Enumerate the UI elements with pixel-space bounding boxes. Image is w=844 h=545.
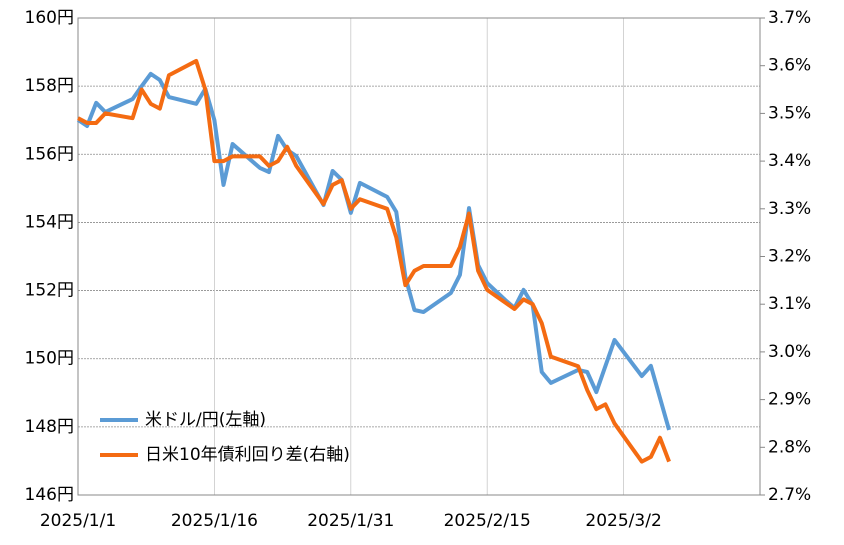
y2-tick-label: 3.1% bbox=[768, 294, 811, 314]
y2-tick-label: 3.4% bbox=[768, 151, 811, 171]
x-tick-label: 2025/2/15 bbox=[444, 511, 531, 531]
y2-tick-label: 3.3% bbox=[768, 199, 811, 219]
x-tick-label: 2025/1/16 bbox=[171, 511, 258, 531]
y2-tick-label: 2.8% bbox=[768, 437, 811, 457]
x-tick-label: 2025/1/1 bbox=[40, 511, 116, 531]
x-tick-label: 2025/1/31 bbox=[307, 511, 394, 531]
y2-tick-label: 3.0% bbox=[768, 342, 811, 362]
x-tick-label: 2025/3/2 bbox=[585, 511, 661, 531]
legend-label: 日米10年債利回り差(右軸) bbox=[145, 445, 350, 465]
y2-tick-label: 3.6% bbox=[768, 56, 811, 76]
y-tick-label: 146円 bbox=[25, 485, 74, 505]
y-tick-label: 158円 bbox=[25, 76, 74, 96]
series-line bbox=[77, 58, 671, 464]
y-tick-label: 160円 bbox=[25, 8, 74, 28]
y2-tick-label: 2.9% bbox=[768, 390, 811, 410]
legend-label: 米ドル/円(左軸) bbox=[145, 410, 266, 430]
y2-tick-label: 3.2% bbox=[768, 247, 811, 267]
plot-border bbox=[77, 17, 761, 496]
y-tick-label: 148円 bbox=[25, 417, 74, 437]
y2-tick-label: 3.5% bbox=[768, 103, 811, 123]
y-tick-label: 156円 bbox=[25, 144, 74, 164]
y-tick-label: 152円 bbox=[25, 281, 74, 301]
y2-tick-label: 3.7% bbox=[768, 8, 811, 28]
y2-tick-label: 2.7% bbox=[768, 485, 811, 505]
y-tick-label: 150円 bbox=[25, 349, 74, 369]
y-tick-label: 154円 bbox=[25, 212, 74, 232]
